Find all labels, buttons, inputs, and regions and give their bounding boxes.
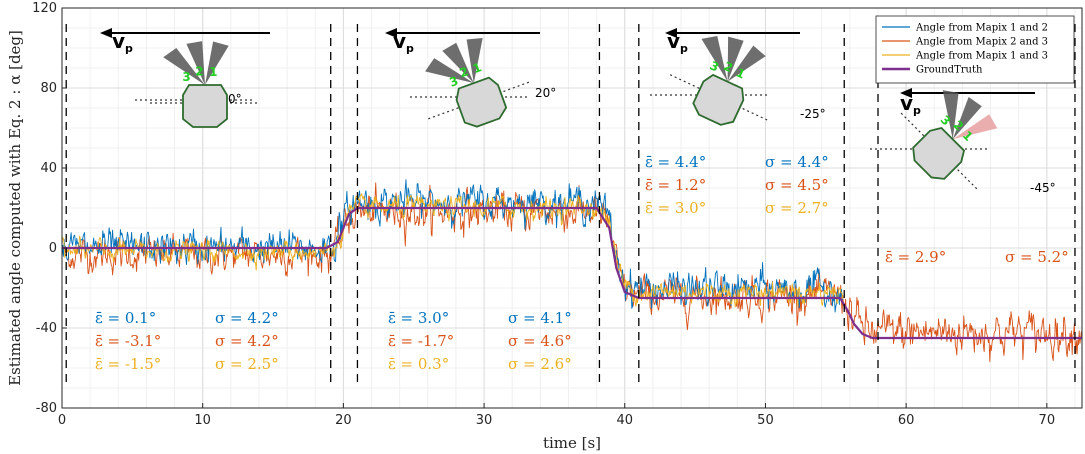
x-tick-label: 70 (1039, 413, 1056, 428)
sensor-beam (727, 45, 766, 82)
sensor-beam (727, 36, 744, 82)
velocity-arrow-head (385, 28, 397, 38)
x-tick-label: 20 (335, 413, 352, 428)
sensor-diagram: v p3 2 10° (100, 28, 270, 128)
sensor-body (912, 126, 966, 180)
sigma-value: σ = 4.5° (765, 176, 829, 194)
sensor-beam (186, 41, 205, 85)
epsilon-value: ε̄ = -1.7° (388, 332, 454, 350)
velocity-label: v (393, 29, 406, 53)
velocity-subscript: p (125, 42, 133, 55)
sensor-beam (163, 48, 205, 85)
sigma-value: σ = 4.2° (215, 332, 279, 350)
y-tick-label: 0 (49, 241, 57, 256)
epsilon-value: ε̄ = 0.1° (95, 309, 156, 327)
angle-label: -25° (800, 107, 826, 121)
sensor-beam (942, 90, 959, 140)
sensor-body (455, 76, 508, 128)
sensor-beam (952, 114, 998, 140)
y-tick-label: 120 (32, 1, 57, 16)
sigma-value: σ = 4.4° (765, 153, 829, 171)
vertical-markers (65, 24, 1076, 386)
axes-box (61, 7, 1083, 409)
y-tick-label: 80 (40, 81, 57, 96)
velocity-subscript: p (680, 42, 688, 55)
legend-label: GroundTruth (916, 65, 983, 76)
sensor-body (692, 73, 745, 126)
series-layer (61, 179, 1083, 362)
sigma-value: σ = 4.6° (508, 332, 572, 350)
velocity-arrow-head (900, 88, 912, 98)
ticks: 0 10 20 30 40 50 60 70 120 80 40 0 -40 -80 (32, 1, 1055, 428)
sigma-value: σ = 2.7° (765, 199, 829, 217)
angle-label: -45° (1030, 181, 1056, 195)
sigma-value: σ = 4.2° (215, 309, 279, 327)
error-stats: ε̄ = 0.1° σ = 4.2° ε̄ = -3.1° σ = 4.2° ε̄ = … (95, 153, 1069, 373)
epsilon-value: ε̄ = -1.5° (95, 355, 161, 373)
beam-label: 2 (195, 65, 203, 79)
epsilon-value: ε̄ = -3.1° (95, 332, 161, 350)
epsilon-value: ε̄ = 4.4° (645, 153, 706, 171)
sensor-diagram: v p3 21 -25° (650, 28, 826, 126)
angle-label: 0° (228, 92, 242, 106)
sigma-value: σ = 2.6° (508, 355, 572, 373)
angle-label: 20° (535, 86, 556, 100)
epsilon-value: ε̄ = 3.0° (388, 309, 449, 327)
legend-label: Angle from Mapix 1 and 3 (915, 51, 1048, 62)
velocity-label: v (667, 29, 680, 53)
x-tick-label: 40 (616, 413, 633, 428)
sensor-beam (952, 97, 982, 140)
sensor-diagram: v p 32 120° (385, 28, 556, 128)
y-axis-label: Estimated angle computed with Eq. 2 : α … (6, 30, 24, 386)
x-tick-label: 60 (898, 413, 915, 428)
epsilon-value: ε̄ = 1.2° (645, 176, 706, 194)
x-tick-label: 0 (58, 413, 66, 428)
velocity-label: v (900, 91, 913, 115)
velocity-subscript: p (913, 104, 921, 117)
legend: Angle from Mapix 1 and 2 Angle from Mapix… (875, 15, 1075, 84)
sensor-beam (425, 58, 474, 84)
x-axis-label: time [s] (543, 434, 601, 452)
sensor-body (182, 84, 228, 128)
velocity-arrow-head (665, 28, 677, 38)
y-tick-label: -80 (36, 401, 57, 416)
y-tick-label: 40 (40, 161, 57, 176)
epsilon-value: ε̄ = 0.3° (388, 355, 449, 373)
sensor-beam (442, 42, 474, 84)
x-tick-label: 50 (757, 413, 774, 428)
sigma-value: σ = 5.2° (1005, 248, 1069, 266)
legend-label: Angle from Mapix 1 and 2 (915, 23, 1048, 34)
legend-label: Angle from Mapix 2 and 3 (915, 37, 1048, 48)
x-tick-label: 30 (476, 413, 493, 428)
beam-label: 3 (182, 70, 190, 84)
velocity-arrow-head (100, 28, 112, 38)
beam-label: 1 (209, 65, 217, 79)
velocity-subscript: p (406, 42, 414, 55)
sigma-value: σ = 4.1° (508, 309, 572, 327)
sensor-beam (466, 38, 483, 84)
sensor-beam (701, 36, 728, 82)
sensor-body-group: 321 (900, 90, 998, 192)
x-tick-label: 10 (194, 413, 211, 428)
series-line-2 (61, 193, 844, 308)
velocity-label: v (112, 29, 125, 53)
ground-truth-line (62, 206, 1082, 340)
sigma-value: σ = 2.5° (215, 355, 279, 373)
sensor-beam (205, 41, 229, 85)
epsilon-value: ε̄ = 3.0° (645, 199, 706, 217)
epsilon-value: ε̄ = 2.9° (885, 248, 946, 266)
y-tick-label: -40 (36, 321, 57, 336)
